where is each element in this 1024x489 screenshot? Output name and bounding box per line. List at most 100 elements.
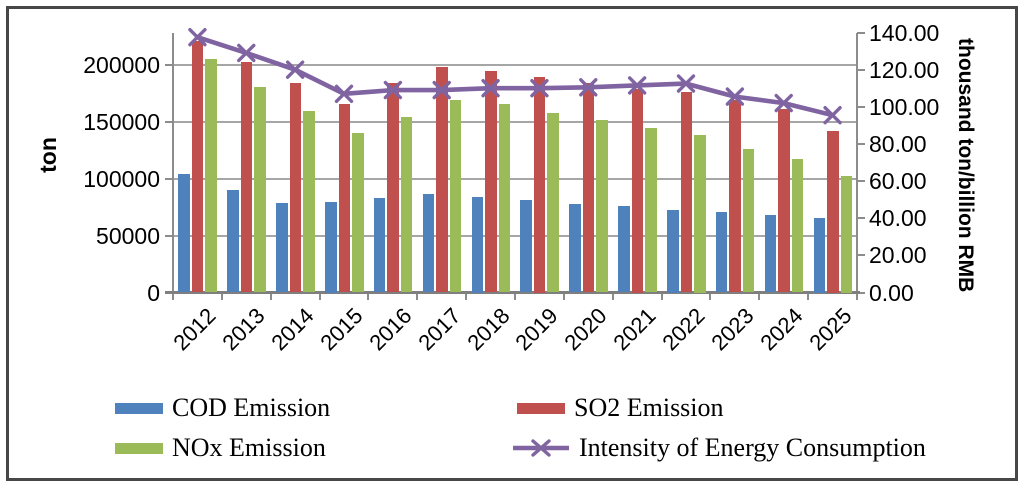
so2-legend-swatch bbox=[517, 402, 565, 414]
legend-item-so2: SO2 Emission bbox=[517, 392, 724, 424]
left-axis-tick-label: 100000 bbox=[83, 165, 160, 192]
intensity-marker-2024 bbox=[774, 93, 793, 113]
bar-nox-2020 bbox=[596, 119, 608, 293]
bar-cod-2021 bbox=[618, 206, 630, 293]
x-axis-label-2017: 2017 bbox=[413, 303, 466, 356]
right-axis-tick-label: 40.00 bbox=[869, 205, 927, 232]
gridline-100000 bbox=[173, 177, 857, 180]
bar-nox-2016 bbox=[400, 116, 413, 293]
bar-cod-2014 bbox=[276, 203, 288, 293]
bar-so2-2022 bbox=[680, 92, 692, 293]
legend-item-intensity: Intensity of Energy Consumption bbox=[512, 432, 926, 464]
bar-cod-2018 bbox=[471, 197, 483, 293]
right-axis-tick bbox=[857, 142, 865, 145]
gridline-150000 bbox=[173, 120, 857, 123]
left-axis-tick-label: 50000 bbox=[96, 222, 160, 249]
x-axis-label-2024: 2024 bbox=[755, 303, 808, 356]
right-axis-line bbox=[856, 32, 858, 295]
nox-legend-swatch bbox=[115, 442, 163, 454]
x-axis-label-2016: 2016 bbox=[364, 303, 417, 356]
bar-nox-2017 bbox=[449, 100, 462, 293]
x-axis-label-2021: 2021 bbox=[608, 303, 661, 356]
left-axis-line bbox=[172, 32, 174, 295]
x-axis-label-2018: 2018 bbox=[461, 303, 515, 356]
right-axis-tick bbox=[857, 105, 865, 108]
intensity-legend-label: Intensity of Energy Consumption bbox=[579, 433, 926, 462]
bar-cod-2017 bbox=[422, 193, 435, 293]
x-axis-tick bbox=[758, 294, 761, 300]
bar-so2-2014 bbox=[289, 83, 302, 293]
bar-so2-2021 bbox=[631, 89, 644, 293]
so2-legend-label: SO2 Emission bbox=[574, 393, 724, 422]
bar-nox-2022 bbox=[694, 134, 706, 293]
bar-so2-2015 bbox=[338, 103, 350, 293]
bar-nox-2013 bbox=[254, 86, 266, 293]
right-axis-tick-label: 80.00 bbox=[869, 130, 927, 157]
bar-so2-2025 bbox=[827, 131, 839, 293]
intensity-marker-2013 bbox=[237, 43, 256, 63]
bar-cod-2024 bbox=[764, 215, 777, 293]
x-axis-tick bbox=[269, 294, 272, 300]
left-axis-title: ton bbox=[35, 137, 61, 173]
right-axis-tick-label: 100.00 bbox=[869, 93, 940, 120]
x-axis-tick bbox=[660, 294, 663, 300]
bar-cod-2025 bbox=[813, 217, 825, 293]
bar-so2-2018 bbox=[485, 70, 497, 293]
x-axis-tick bbox=[856, 294, 858, 300]
left-axis-tick bbox=[165, 177, 173, 180]
right-axis-tick bbox=[857, 31, 865, 34]
x-axis-label-2012: 2012 bbox=[168, 303, 222, 356]
bar-cod-2015 bbox=[325, 201, 337, 293]
bar-nox-2012 bbox=[205, 58, 217, 293]
bar-so2-2012 bbox=[191, 41, 204, 293]
x-axis-tick bbox=[318, 294, 321, 300]
bar-so2-2024 bbox=[778, 109, 790, 293]
right-axis-tick bbox=[857, 68, 865, 71]
bar-so2-2013 bbox=[240, 61, 253, 293]
legend-item-cod: COD Emission bbox=[115, 392, 330, 424]
bar-nox-2023 bbox=[742, 148, 755, 293]
intensity-marker-2022 bbox=[676, 74, 696, 93]
right-axis-title: thousand ton/billion RMB bbox=[954, 38, 977, 293]
right-axis-tick-label: 20.00 bbox=[869, 242, 927, 269]
left-axis-tick-label: 0 bbox=[147, 279, 160, 306]
gridline-200000 bbox=[173, 64, 857, 67]
bar-cod-2016 bbox=[373, 198, 386, 293]
right-axis-tick-label: 60.00 bbox=[869, 168, 927, 195]
cod-legend-swatch bbox=[115, 402, 163, 414]
bar-so2-2016 bbox=[387, 83, 399, 293]
left-axis-tick bbox=[165, 120, 173, 123]
bar-nox-2024 bbox=[791, 158, 804, 293]
bar-cod-2020 bbox=[569, 204, 581, 293]
x-axis-label-2022: 2022 bbox=[657, 303, 710, 356]
bar-cod-2013 bbox=[227, 190, 239, 293]
right-axis-tick bbox=[857, 180, 865, 183]
x-axis-tick bbox=[220, 294, 223, 300]
bar-so2-2019 bbox=[533, 76, 546, 293]
right-axis-tick bbox=[857, 254, 865, 257]
x-axis-tick bbox=[172, 294, 174, 300]
left-axis-tick bbox=[165, 234, 173, 237]
x-axis-tick bbox=[807, 294, 810, 300]
left-axis-tick-label: 150000 bbox=[83, 108, 160, 135]
gridline-50000 bbox=[173, 234, 857, 237]
x-axis-label-2020: 2020 bbox=[559, 303, 612, 356]
x-axis-line bbox=[165, 291, 860, 294]
left-axis-tick bbox=[165, 64, 173, 67]
x-axis-tick bbox=[709, 294, 712, 300]
x-axis-tick bbox=[416, 294, 419, 300]
right-axis-tick-label: 0.00 bbox=[869, 279, 914, 306]
intensity-marker-2015 bbox=[334, 84, 354, 104]
x-axis-tick bbox=[611, 294, 614, 300]
bar-nox-2018 bbox=[498, 104, 510, 293]
x-axis-tick bbox=[367, 294, 370, 300]
cod-legend-label: COD Emission bbox=[172, 393, 331, 422]
bar-nox-2015 bbox=[352, 132, 364, 293]
x-axis-tick bbox=[514, 294, 516, 300]
bar-so2-2017 bbox=[436, 67, 448, 293]
x-axis-label-2019: 2019 bbox=[510, 303, 564, 356]
x-axis-label-2013: 2013 bbox=[217, 303, 270, 356]
right-axis-tick-label: 120.00 bbox=[869, 56, 940, 83]
